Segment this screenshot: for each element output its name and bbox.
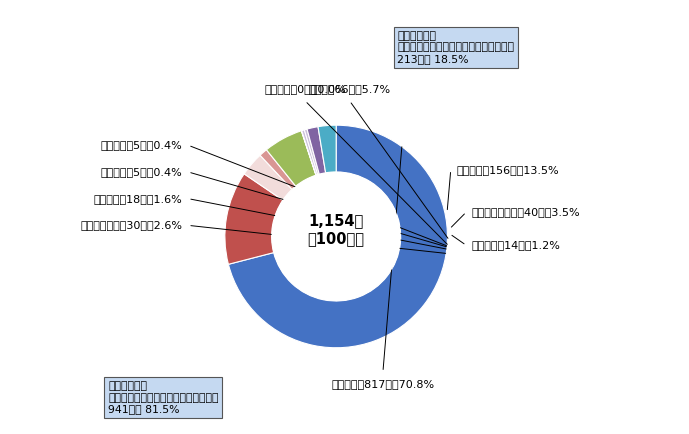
Text: スポーツ行事　30人　2.6%: スポーツ行事 30人 2.6% bbox=[81, 220, 183, 230]
Wedge shape bbox=[302, 130, 318, 175]
Wedge shape bbox=[307, 127, 326, 174]
Text: 1,154人
（100％）: 1,154人 （100％） bbox=[308, 214, 364, 246]
Wedge shape bbox=[318, 125, 336, 173]
Wedge shape bbox=[301, 131, 316, 175]
Text: 消火活動　156人　13.5%: 消火活動 156人 13.5% bbox=[456, 165, 559, 175]
Text: 風水害等の災害　40人　3.5%: 風水害等の災害 40人 3.5% bbox=[472, 207, 581, 217]
Wedge shape bbox=[244, 155, 292, 200]
Wedge shape bbox=[260, 150, 296, 189]
Text: 訓練指導　0人　0.0%: 訓練指導 0人 0.0% bbox=[264, 84, 346, 94]
Text: 非常時の活動
消火活動・風水害等の災害・避難出動等
213人　 18.5%: 非常時の活動 消火活動・風水害等の災害・避難出動等 213人 18.5% bbox=[398, 31, 515, 64]
Wedge shape bbox=[225, 174, 282, 264]
Wedge shape bbox=[229, 125, 447, 348]
Text: 避難出動　14人　1.2%: 避難出動 14人 1.2% bbox=[472, 240, 561, 250]
Wedge shape bbox=[305, 129, 319, 174]
Text: 警防調査　5人　0.4%: 警防調査 5人 0.4% bbox=[101, 167, 183, 177]
Text: 演習訓練　817人　70.8%: 演習訓練 817人 70.8% bbox=[331, 379, 435, 389]
Circle shape bbox=[271, 172, 401, 301]
Text: 予防査察　5人　0.4%: 予防査察 5人 0.4% bbox=[101, 140, 183, 150]
Text: その他　66人　5.7%: その他 66人 5.7% bbox=[309, 84, 391, 94]
Text: 平常時の活動
演習訓練、スポーツ行事、特別警截等
941人　 81.5%: 平常時の活動 演習訓練、スポーツ行事、特別警截等 941人 81.5% bbox=[108, 381, 218, 414]
Text: 特別警截　18人　1.6%: 特別警截 18人 1.6% bbox=[94, 194, 183, 204]
Wedge shape bbox=[267, 131, 316, 186]
